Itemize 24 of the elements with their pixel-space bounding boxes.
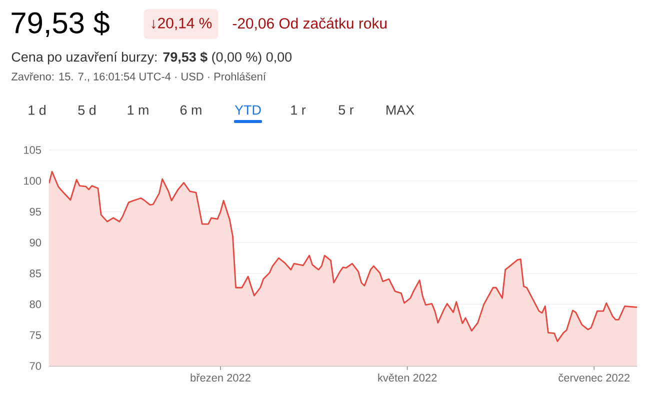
chart-title: 79,53 $: [12, 11, 110, 37]
text: ↓20,14 %: [152, 18, 212, 30]
text: Cena po uzavření burzy: 79,53 $ (0,00 %) 0,00: [12, 52, 292, 64]
text: 6 m: [180, 105, 202, 115]
text: 1 m: [128, 105, 148, 115]
text: -20,06 Od začátku roku: [232, 18, 387, 30]
y-tick-label: 90: [30, 238, 42, 246]
y-tick-label: 95: [30, 208, 42, 216]
y-tick-label: 85: [30, 270, 42, 278]
y-tick-label: 70: [30, 362, 42, 370]
x-tick-label: květen 2022: [378, 374, 437, 382]
text: MAX: [386, 105, 414, 115]
text: 5 d: [78, 105, 96, 115]
text: Zavřeno: 15. 7., 16:01:54 UTC-4 · USD · Prohlášení: [12, 72, 266, 82]
text: 5 r: [338, 105, 354, 115]
x-tick-label: březen 2022: [190, 374, 250, 382]
x-tick-label: červenec 2022: [558, 374, 630, 382]
y-tick-label: 80: [30, 300, 42, 308]
text: 1 d: [28, 105, 46, 115]
text: YTD: [234, 105, 261, 115]
text: 1 r: [291, 105, 306, 115]
y-tick-label: 100: [24, 176, 42, 185]
y-tick-label: 75: [30, 331, 42, 339]
y-tick-label: 105: [24, 146, 42, 154]
